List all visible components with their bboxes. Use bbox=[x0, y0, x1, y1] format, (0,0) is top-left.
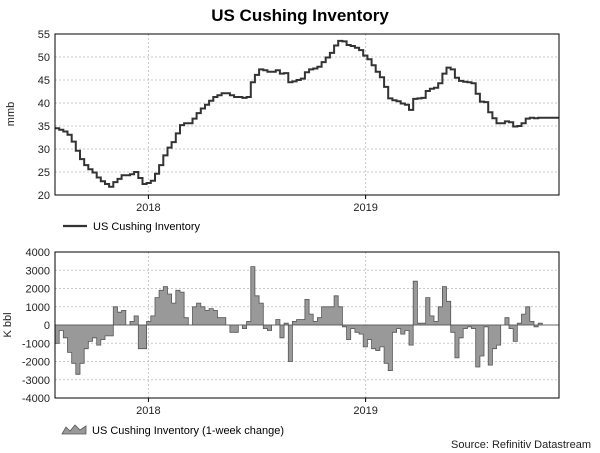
inventory-x-tick-label: 2019 bbox=[353, 202, 377, 214]
weekly-change-y-tick-label: 3000 bbox=[26, 265, 50, 277]
weekly-change-x-tick-label: 2019 bbox=[353, 405, 377, 417]
weekly-change-series bbox=[54, 266, 559, 375]
weekly-change-plot-frame bbox=[54, 251, 560, 399]
weekly-change-y-tick-label: -2000 bbox=[22, 357, 50, 369]
inventory-plot-frame bbox=[54, 33, 560, 196]
inventory-panel: 20 25 30 35 40 45 50 55 2018 2019 mmb US Cushing… bbox=[5, 29, 560, 233]
weekly-change-y-tick-label: 4000 bbox=[26, 247, 50, 259]
chart-title: US Cushing Inventory bbox=[211, 6, 389, 25]
inventory-series bbox=[55, 39, 559, 188]
weekly-change-y-tick-label: 1000 bbox=[26, 302, 50, 314]
inventory-y-tick-label: 45 bbox=[38, 75, 50, 87]
weekly-change-panel: -4000 -3000 -2000 -1000 0 1000 2000 3000 4000 20… bbox=[2, 247, 560, 437]
inventory-y-tick-label: 50 bbox=[38, 52, 50, 64]
weekly-change-y-tick-label: 0 bbox=[44, 320, 50, 332]
inventory-x-ticks: 2018 2019 bbox=[136, 195, 378, 214]
inventory-series-line bbox=[55, 39, 559, 188]
inventory-grid bbox=[55, 34, 559, 195]
weekly-change-series-area bbox=[54, 266, 559, 375]
weekly-change-legend: US Cushing Inventory (1-week change) bbox=[61, 424, 284, 437]
weekly-change-y-tick-label: 2000 bbox=[26, 284, 50, 296]
weekly-change-y-tick-label: -1000 bbox=[22, 338, 50, 350]
weekly-change-y-tick-label: -3000 bbox=[22, 375, 50, 387]
weekly-change-x-tick-label: 2018 bbox=[136, 405, 160, 417]
weekly-change-legend-label: US Cushing Inventory (1-week change) bbox=[92, 425, 284, 437]
inventory-x-tick-label: 2018 bbox=[136, 202, 160, 214]
inventory-y-axis-label: mmb bbox=[5, 102, 17, 126]
weekly-change-x-ticks: 2018 2019 bbox=[136, 398, 378, 417]
weekly-change-y-tick-label: -4000 bbox=[22, 393, 50, 405]
inventory-y-tick-label: 40 bbox=[38, 98, 50, 110]
weekly-change-y-axis-label: K bbl bbox=[2, 312, 14, 337]
inventory-y-ticks: 20 25 30 35 40 45 50 55 bbox=[38, 29, 50, 202]
weekly-change-legend-swatch bbox=[61, 424, 87, 435]
inventory-y-tick-label: 20 bbox=[38, 190, 50, 202]
inventory-y-tick-label: 30 bbox=[38, 144, 50, 156]
inventory-y-tick-label: 35 bbox=[38, 121, 50, 133]
inventory-y-tick-label: 25 bbox=[38, 167, 50, 179]
source-note: Source: Refinitiv Datastream bbox=[451, 439, 591, 451]
inventory-legend: US Cushing Inventory bbox=[63, 221, 200, 233]
weekly-change-y-ticks: -4000 -3000 -2000 -1000 0 1000 2000 3000 4000 bbox=[22, 247, 50, 405]
inventory-y-tick-label: 55 bbox=[38, 29, 50, 41]
inventory-legend-label: US Cushing Inventory bbox=[93, 221, 200, 233]
